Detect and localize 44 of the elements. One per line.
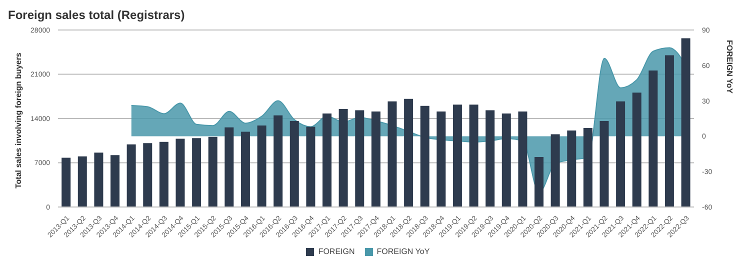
bar xyxy=(600,121,609,207)
chart-title: Foreign sales total (Registrars) xyxy=(8,8,186,22)
bar xyxy=(436,112,446,207)
bar xyxy=(355,110,364,207)
bar xyxy=(176,138,185,207)
bar xyxy=(338,109,348,207)
bar xyxy=(534,157,544,207)
bar xyxy=(192,138,202,207)
bar xyxy=(452,104,462,207)
bar xyxy=(502,113,511,207)
bar xyxy=(306,126,316,207)
bar xyxy=(126,144,136,207)
bar xyxy=(62,158,71,207)
bar xyxy=(240,132,250,207)
bar xyxy=(94,152,104,207)
bar xyxy=(486,110,495,207)
bar xyxy=(632,92,642,207)
bar xyxy=(257,125,266,207)
bar xyxy=(616,101,626,207)
legend-label: FOREIGN xyxy=(318,247,355,256)
y-axis-title: Total sales involving foreign buyers xyxy=(14,52,23,188)
bar xyxy=(550,134,560,207)
bar xyxy=(290,121,299,207)
y2-axis-title: FOREIGN YoY xyxy=(725,40,734,94)
bar xyxy=(420,106,430,207)
bar xyxy=(664,55,674,207)
bar xyxy=(322,113,332,207)
bar xyxy=(648,70,658,207)
bar xyxy=(78,156,87,207)
legend-label: FOREIGN YoY xyxy=(376,247,430,256)
bar xyxy=(567,130,576,207)
bar xyxy=(518,112,528,207)
bar xyxy=(274,115,283,207)
bar xyxy=(371,112,380,207)
bar xyxy=(143,143,152,207)
bar xyxy=(110,155,120,207)
bar xyxy=(583,128,592,207)
bar xyxy=(159,142,168,207)
bar xyxy=(208,136,218,207)
bar xyxy=(681,38,690,207)
bar xyxy=(404,98,414,207)
bar xyxy=(388,101,397,207)
bar xyxy=(224,127,234,207)
bar xyxy=(469,104,478,207)
